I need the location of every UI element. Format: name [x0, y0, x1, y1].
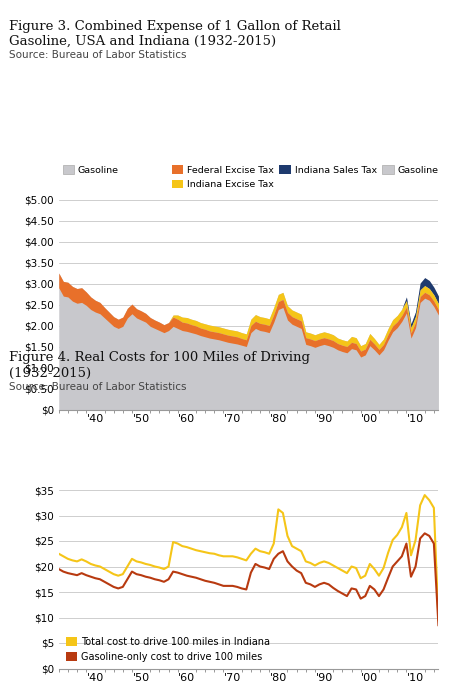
Text: Source: Bureau of Labor Statistics: Source: Bureau of Labor Statistics [9, 50, 186, 60]
Legend: Gasoline: Gasoline [59, 162, 122, 178]
Text: Gasoline, USA and Indiana (1932-2015): Gasoline, USA and Indiana (1932-2015) [9, 35, 276, 48]
Text: (1932-2015): (1932-2015) [9, 367, 91, 380]
Text: Figure 3. Combined Expense of 1 Gallon of Retail: Figure 3. Combined Expense of 1 Gallon o… [9, 20, 340, 33]
Text: Figure 4. Real Costs for 100 Miles of Driving: Figure 4. Real Costs for 100 Miles of Dr… [9, 351, 309, 365]
Legend: Total cost to drive 100 miles in Indiana, Gasoline-only cost to drive 100 miles: Total cost to drive 100 miles in Indiana… [61, 633, 273, 666]
Text: Source: Bureau of Labor Statistics: Source: Bureau of Labor Statistics [9, 382, 186, 392]
